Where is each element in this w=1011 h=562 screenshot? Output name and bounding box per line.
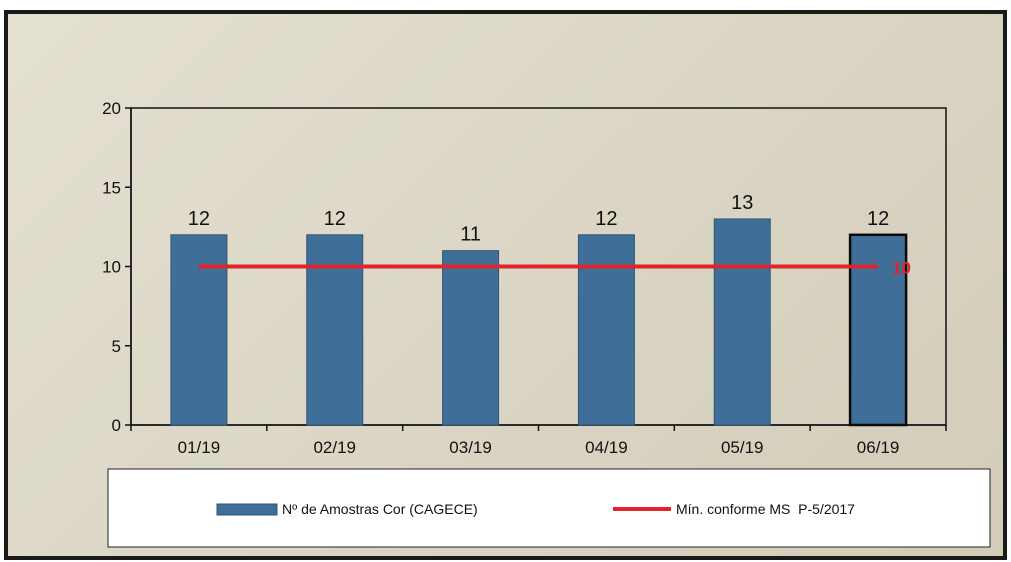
bar xyxy=(442,250,500,426)
y-tick-label: 5 xyxy=(112,337,121,356)
x-tick-label: 06/19 xyxy=(857,438,900,457)
bar xyxy=(306,234,364,426)
threshold-end-label: 10 xyxy=(892,259,911,278)
bars xyxy=(170,218,908,427)
x-tick-label: 02/19 xyxy=(313,438,356,457)
legend-label-bars: Nº de Amostras Cor (CAGECE) xyxy=(282,501,478,517)
data-label: 12 xyxy=(324,208,346,230)
legend-label-line: Mín. conforme MS P-5/2017 xyxy=(676,501,855,517)
bar xyxy=(170,234,228,426)
legend-swatch-bars xyxy=(216,503,278,516)
data-label: 13 xyxy=(731,192,753,214)
threshold-line-group: 10 xyxy=(198,259,911,278)
x-tick-label: 01/19 xyxy=(178,438,221,457)
data-label: 11 xyxy=(460,224,481,246)
x-tick-label: 05/19 xyxy=(721,438,764,457)
x-tick-label: 03/19 xyxy=(449,438,492,457)
x-tick-label: 04/19 xyxy=(585,438,628,457)
x-axis-ticks: 01/19 02/19 03/19 04/19 05/19 06/19 xyxy=(130,425,947,457)
y-tick-label: 10 xyxy=(102,258,121,277)
data-labels: 12 12 11 12 13 12 xyxy=(188,192,889,246)
y-tick-label: 0 xyxy=(112,416,121,435)
y-axis-ticks: 0 5 10 15 20 xyxy=(102,99,131,435)
y-tick-label: 15 xyxy=(102,178,121,197)
bar xyxy=(577,234,635,426)
legend: Nº de Amostras Cor (CAGECE) Mín. conform… xyxy=(107,468,991,548)
data-label: 12 xyxy=(595,208,617,230)
y-tick-label: 20 xyxy=(102,99,121,118)
data-label: 12 xyxy=(188,208,210,230)
chart-frame: 0 5 10 15 20 01/19 02/19 03/19 04/19 05/19 06/19 … xyxy=(4,10,1007,560)
bar xyxy=(713,218,771,426)
data-label: 12 xyxy=(867,208,889,230)
